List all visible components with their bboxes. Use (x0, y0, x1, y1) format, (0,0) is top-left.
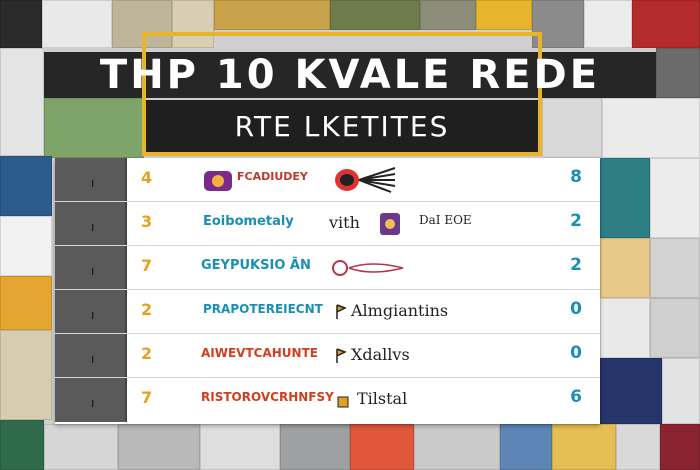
score: 4 (141, 168, 153, 187)
page-title: THP 10 KVALE REDE (99, 52, 601, 98)
table-row[interactable]: ı 7 RISTOROVCRHNFSY Tilstal 6 (55, 378, 600, 422)
rank-cell: ı (55, 378, 127, 422)
count: 0 (570, 343, 582, 363)
rank-cell: ı (55, 202, 127, 245)
purple-circle-icon (203, 170, 233, 196)
yellow-flag-icon (335, 304, 347, 324)
table-row[interactable]: ı 7 GEYPUKSIO ĀN 2 (55, 246, 600, 290)
yellow-square-icon (337, 393, 349, 412)
name: AIWEVTCAHUNTE (201, 346, 318, 360)
name: RISTOROVCRHNFSY (201, 390, 334, 404)
ranking-table: ı 4 FCADIUDEY 8 ı 3 Eoibometaly vith DaI… (55, 158, 600, 424)
table-row[interactable]: ı 4 FCADIUDEY 8 (55, 158, 600, 202)
red-swirl-icon (331, 258, 407, 282)
purple-square-icon (379, 212, 401, 240)
table-row[interactable]: ı 3 Eoibometaly vith DaI EOE 2 (55, 202, 600, 246)
name: FCADIUDEY (237, 170, 308, 183)
table-row[interactable]: ı 2 PRAPOTEREIECNT Almgiantins 0 (55, 290, 600, 334)
score: 2 (141, 300, 153, 319)
rank-cell: ı (55, 290, 127, 333)
title-bar (44, 52, 656, 98)
brand: Tilstal (357, 389, 408, 408)
name: GEYPUKSIO ĀN (201, 258, 311, 273)
fan-palm-icon (333, 164, 399, 200)
page-subtitle: RTE LKETITES (146, 100, 538, 152)
brand: vith (329, 213, 360, 232)
title-frame (142, 32, 542, 156)
brand: Almgiantins (351, 301, 449, 320)
score: 7 (141, 388, 153, 407)
brand: Xdallvs (351, 345, 410, 364)
name: Eoibometaly (203, 214, 294, 229)
rank-cell: ı (55, 246, 127, 289)
rank-cell: ı (55, 334, 127, 377)
table-row[interactable]: ı 2 AIWEVTCAHUNTE Xdallvs 0 (55, 334, 600, 378)
count: 0 (570, 299, 582, 319)
rank-cell: ı (55, 158, 127, 201)
brand-extra: DaI EOE (419, 213, 472, 227)
score: 7 (141, 256, 153, 275)
count: 2 (570, 255, 582, 275)
score: 3 (141, 212, 153, 231)
name: PRAPOTEREIECNT (203, 302, 323, 316)
count: 6 (570, 387, 582, 407)
yellow-flag-icon (335, 348, 347, 368)
count: 2 (570, 211, 582, 231)
score: 2 (141, 344, 153, 363)
count: 8 (570, 167, 582, 187)
